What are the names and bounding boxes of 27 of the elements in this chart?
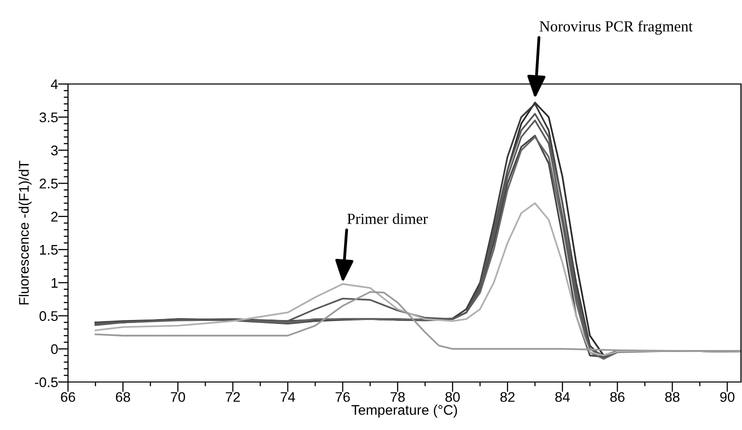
y-tick-label: 2	[51, 212, 58, 222]
y-tick-label: 1.5	[40, 245, 58, 255]
x-tick-label: 66	[60, 392, 76, 402]
x-tick-label: 70	[170, 392, 186, 402]
y-axis-title: Fluorescence -d(F1)/dT	[18, 160, 32, 304]
x-tick-label: 68	[116, 392, 130, 402]
x-axis-title: Temperature (°C)	[351, 404, 457, 418]
x-tick-label: 86	[610, 392, 624, 402]
annotation: Norovirus PCR fragment	[540, 20, 693, 35]
y-tick-label: 3	[51, 146, 58, 156]
y-tick-label: 2.5	[40, 178, 58, 189]
x-tick-label: 88	[665, 392, 680, 402]
x-tick-label: 74	[280, 392, 296, 402]
x-tick-label: 78	[390, 392, 405, 402]
y-tick-label: -0.5	[34, 377, 58, 388]
y-tick-label: 1	[52, 278, 58, 288]
x-tick-label: 72	[226, 392, 240, 402]
x-tick-label: 76	[336, 392, 350, 402]
x-tick-label: 90	[720, 392, 734, 402]
y-tick-label: 4	[50, 79, 58, 90]
annotation: Primer dimer	[347, 213, 428, 224]
y-tick-label: 0	[51, 344, 58, 354]
x-tick-label: 80	[445, 392, 460, 402]
x-tick-label: 82	[500, 392, 515, 402]
y-tick-label: 0.5	[40, 311, 58, 321]
x-tick-label: 84	[555, 392, 570, 402]
y-tick-label: 3.5	[40, 112, 58, 122]
